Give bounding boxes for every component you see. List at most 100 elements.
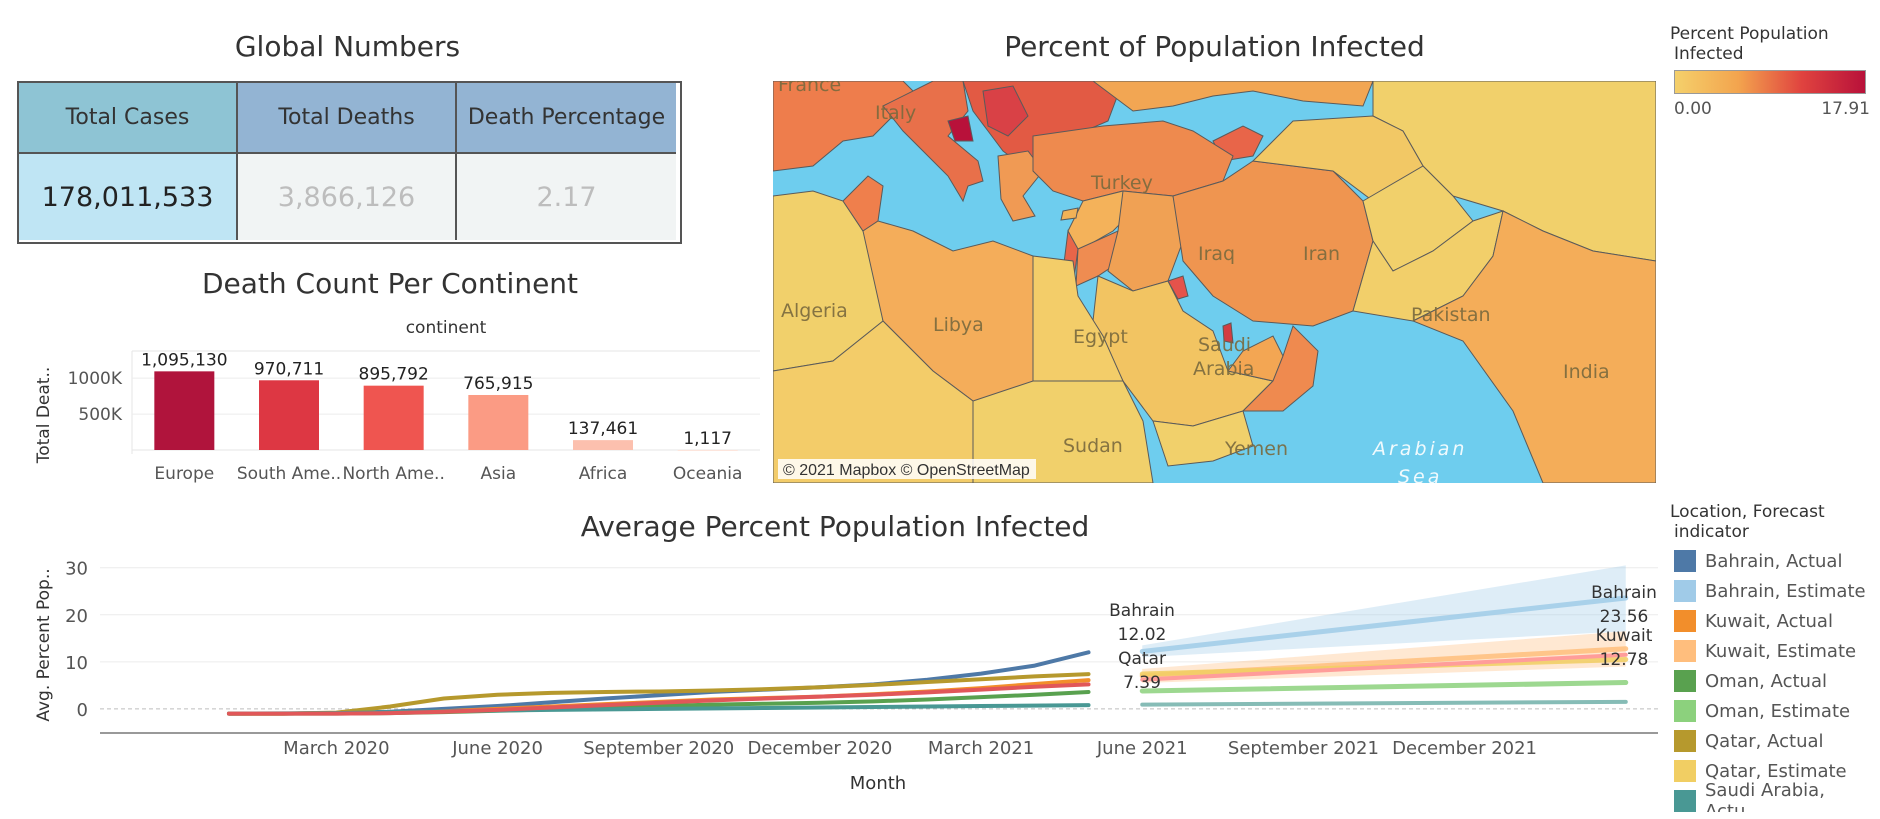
- map-country-label: Algeria: [781, 300, 848, 322]
- trend-series-line[interactable]: [1139, 680, 1629, 694]
- map-legend-min: 0.00: [1674, 99, 1712, 119]
- region-oman[interactable]: [1241, 325, 1319, 412]
- region-yemen[interactable]: [1152, 410, 1254, 467]
- map-legend-title-1: Percent Population: [1670, 24, 1829, 44]
- death-bar[interactable]: [468, 394, 529, 450]
- legend-swatch: [1674, 730, 1696, 752]
- trend-x-tick: March 2021: [928, 738, 1034, 759]
- region-west-europe[interactable]: [773, 81, 924, 172]
- trend-legend-item[interactable]: Bahrain, Estimate: [1674, 576, 1880, 606]
- trend-annotation-name: Bahrain: [1591, 583, 1657, 603]
- map-title: Percent of Population Infected: [1004, 30, 1425, 63]
- trend-legend-item[interactable]: Bahrain, Actual: [1674, 546, 1880, 576]
- map-country-label: Egypt: [1073, 326, 1128, 348]
- region-turkmenistan[interactable]: [1251, 115, 1424, 202]
- map-country-label: Iraq: [1198, 243, 1235, 265]
- trend-legend-item[interactable]: Oman, Actual: [1674, 666, 1880, 696]
- death-bar-value-label: 1,117: [683, 429, 732, 449]
- legend-label: Oman, Actual: [1705, 670, 1827, 692]
- trend-x-tick: December 2021: [1392, 738, 1537, 759]
- trend-x-tick: December 2020: [747, 738, 892, 759]
- legend-swatch: [1674, 700, 1696, 722]
- death-y-axis-label: Total Deat..: [34, 367, 54, 465]
- death-count-title: Death Count Per Continent: [201, 267, 579, 300]
- trend-x-tick: June 2021: [1096, 738, 1188, 759]
- trend-series-line[interactable]: [226, 682, 1091, 716]
- death-bar[interactable]: [677, 449, 738, 451]
- map-country-label: Yemen: [1224, 438, 1288, 460]
- trend-x-tick: June 2020: [451, 738, 543, 759]
- continent-tick-label: South Ame..: [237, 464, 341, 484]
- trend-x-tick: March 2020: [283, 738, 389, 759]
- map-country-label: Iran: [1303, 243, 1340, 265]
- map-country-label: France: [778, 81, 841, 96]
- trend-y-tick: 30: [65, 559, 88, 580]
- map-country-label: Turkey: [1090, 172, 1153, 194]
- trend-series-line[interactable]: [1139, 595, 1629, 654]
- death-bar-value-label: 765,915: [463, 374, 533, 394]
- death-bar[interactable]: [154, 371, 215, 450]
- region-india[interactable]: [1411, 210, 1656, 483]
- region-ukraine[interactable]: [1092, 81, 1374, 112]
- map-legend: Percent Population Infected 0.00 17.91: [1670, 24, 1870, 119]
- legend-label: Qatar, Estimate: [1705, 760, 1847, 782]
- map-country-label: Italy: [875, 102, 916, 124]
- trend-annotation-name: Bahrain: [1109, 601, 1175, 621]
- death-percentage-header: Death Percentage: [457, 83, 676, 154]
- trend-x-tick: September 2021: [1228, 738, 1379, 759]
- trend-legend-title-1: Location, Forecast: [1670, 502, 1825, 522]
- region-italy[interactable]: [882, 81, 984, 203]
- region-tunisia[interactable]: [842, 175, 884, 232]
- death-bar[interactable]: [363, 385, 424, 450]
- continent-tick-label: Africa: [579, 464, 628, 484]
- death-bar-value-label: 970,711: [254, 359, 324, 379]
- map-attribution[interactable]: © 2021 Mapbox © OpenStreetMap: [783, 462, 1030, 479]
- region-serbia[interactable]: [982, 85, 1029, 137]
- map-country-label: Sudan: [1063, 435, 1123, 457]
- death-bar[interactable]: [573, 440, 633, 450]
- total-deaths-value: 3,866,126: [238, 154, 457, 240]
- trend-legend: Location, Forecast indicator Bahrain, Ac…: [1670, 502, 1880, 812]
- region-uae[interactable]: [1227, 335, 1284, 382]
- region-cyprus[interactable]: [1060, 207, 1079, 221]
- region-qatar[interactable]: [1222, 322, 1234, 344]
- trend-legend-item[interactable]: Kuwait, Actual: [1674, 606, 1880, 636]
- map-country-label: Saudi: [1198, 334, 1251, 356]
- trend-x-tick: September 2020: [583, 738, 734, 759]
- death-bar-value-label: 895,792: [359, 365, 429, 385]
- trend-series-line[interactable]: [226, 672, 1091, 716]
- region-greece[interactable]: [997, 150, 1044, 222]
- legend-label: Saudi Arabia, Actu..: [1705, 780, 1825, 812]
- trend-legend-item[interactable]: Kuwait, Estimate: [1674, 636, 1880, 666]
- trend-legend-item[interactable]: Oman, Estimate: [1674, 696, 1880, 726]
- trend-legend-item[interactable]: Qatar, Estimate: [1674, 756, 1880, 786]
- region-chad[interactable]: [773, 320, 974, 483]
- region-montenegro[interactable]: [947, 115, 974, 142]
- trend-legend-item[interactable]: Qatar, Actual: [1674, 726, 1880, 756]
- trend-annotation-value: 12.02: [1118, 625, 1167, 645]
- map-legend-max: 17.91: [1821, 99, 1870, 119]
- total-cases-header: Total Cases: [19, 83, 238, 154]
- trend-y-tick: 0: [77, 700, 88, 721]
- world-map[interactable]: France Italy Turkey Iraq Iran Algeria Libya Egy…: [773, 81, 1656, 483]
- map-country-label: Libya: [933, 314, 984, 336]
- region-kuwait[interactable]: [1167, 275, 1189, 300]
- legend-swatch: [1674, 790, 1696, 812]
- trend-y-tick: 20: [65, 606, 88, 627]
- trend-legend-item[interactable]: Saudi Arabia, Actu..: [1674, 780, 1880, 812]
- global-numbers-table: Total Cases Total Deaths Death Percentag…: [17, 81, 682, 244]
- legend-label: Kuwait, Actual: [1705, 610, 1833, 632]
- map-country-label: Arabia: [1193, 358, 1254, 380]
- total-cases-value: 178,011,533: [19, 154, 238, 240]
- death-bar[interactable]: [259, 380, 319, 450]
- legend-swatch: [1674, 550, 1696, 572]
- trend-series-line[interactable]: [1140, 699, 1628, 707]
- legend-label: Bahrain, Actual: [1705, 550, 1843, 572]
- map-sea-label: Arabian: [1371, 438, 1467, 460]
- death-bar-value-label: 1,095,130: [141, 350, 228, 370]
- legend-swatch: [1674, 760, 1696, 782]
- legend-label: Kuwait, Estimate: [1705, 640, 1857, 662]
- legend-swatch: [1674, 580, 1696, 602]
- trend-series-line[interactable]: [1140, 652, 1628, 682]
- continent-header: continent: [406, 318, 487, 338]
